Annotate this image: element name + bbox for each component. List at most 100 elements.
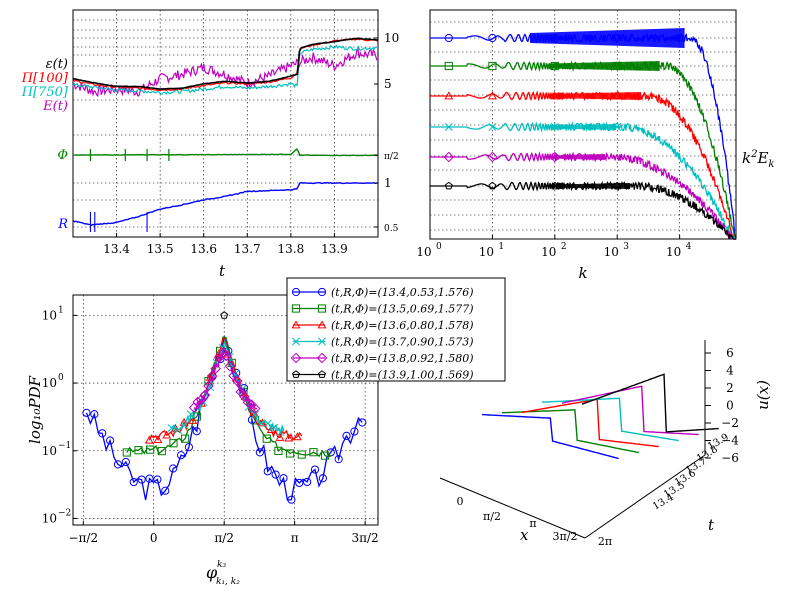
spectrum-xtick-exponent: 1 (498, 242, 504, 252)
pdf-marker (210, 363, 221, 374)
pdf-marker (181, 434, 190, 443)
pdf-ytick-label: 10 (42, 376, 57, 390)
pdf-marker (292, 432, 302, 441)
pdf-marker (90, 410, 99, 419)
legend-label: (t,R,Φ)=(13.4,0.53,1.576) (331, 286, 474, 299)
pdf-marker (145, 474, 154, 483)
u-profile-line (481, 413, 619, 460)
pdf-marker (98, 429, 107, 438)
pdf-marker (270, 423, 279, 432)
time-series-right-ticks: 10 5 π/2 1 0.5 (374, 31, 399, 234)
pdf-xtick-label: −π/2 (68, 531, 98, 545)
x-tick-label: 0 (457, 495, 464, 508)
spectrum-axes (429, 9, 737, 240)
z-tick-label: −4 (721, 434, 739, 448)
spectrum-xtick-label: 10 (416, 245, 431, 259)
pdf-ytick-label: 10 (42, 308, 57, 322)
pdf-grid (73, 295, 378, 525)
time-series-legend-label: E(t) (42, 99, 68, 114)
spectrum-series-line (430, 60, 736, 240)
pdf-marker (220, 311, 229, 319)
pdf-marker (287, 495, 296, 504)
spectrum-series-line (430, 180, 736, 240)
spectrum-marker (549, 151, 561, 163)
spectrum-band (529, 28, 685, 48)
spectrum-marker (613, 61, 622, 71)
pdf-marker (188, 415, 198, 424)
time-series-legend-label: R (57, 217, 68, 232)
pdf-marker (199, 389, 211, 401)
pdf-marker (134, 446, 143, 455)
legend-marker (316, 352, 328, 364)
time-series-xtick-label: 13.9 (321, 242, 348, 256)
legend-marker (292, 370, 300, 378)
pdf-marker (255, 448, 264, 457)
time-series-xlabel: t (219, 262, 226, 280)
time-series-legend-label: Φ (57, 148, 68, 163)
u-profile-line (561, 385, 699, 436)
legend-marker (318, 337, 326, 346)
pdf-marker (309, 448, 318, 457)
pdf-marker (342, 431, 351, 440)
u-profiles-lines (481, 373, 719, 460)
spectrum-xtick-exponent: 0 (436, 242, 442, 252)
spectrum-marker (443, 151, 455, 163)
time-series-xtick-label: 13.8 (277, 242, 304, 256)
pdf-marker (358, 418, 367, 427)
x-tick-label: 2π (598, 535, 612, 548)
legend-marker (291, 304, 301, 313)
pdf-marker (257, 419, 266, 428)
spectrum-marker (613, 181, 622, 190)
pdf-marker (334, 455, 343, 464)
epsilon-series-line (72, 37, 379, 90)
pdf-marker (249, 403, 261, 414)
legend-marker (317, 320, 327, 329)
pdf-marker (105, 436, 115, 445)
pdf-marker (121, 457, 130, 467)
legend-marker (317, 287, 327, 297)
spectrum-band (548, 61, 660, 71)
u-profiles-axes (439, 340, 706, 539)
pdf-marker (161, 486, 170, 495)
spectrum-marker (550, 181, 559, 190)
pdf-marker (192, 396, 203, 408)
pdf-marker (263, 419, 272, 428)
pdf-marker (146, 445, 155, 454)
spectrum-marker (487, 151, 498, 163)
legend-label: (t,R,Φ)=(13.5,0.69,1.577) (331, 303, 474, 316)
spectrum-marker (444, 33, 453, 43)
spectrum-band (548, 124, 617, 130)
u-profiles-zlabel: u(x) (754, 380, 772, 410)
time-series-right-tick-label: 1 (384, 176, 392, 190)
z-tick-label: −2 (721, 416, 739, 430)
pdf-ytick-exponent: 0 (58, 373, 64, 383)
pdf-marker (274, 446, 283, 455)
spectrum-marker (444, 91, 454, 100)
pdf-marker (262, 434, 271, 443)
spectrum-xticks: 10 0 10 1 10 2 10 3 10 4 (416, 242, 691, 259)
r-series-line (72, 181, 378, 227)
pdf-xticks: −π/2 0 π/2 π 3π/2 (68, 531, 378, 545)
legend-label: (t,R,Φ)=(13.8,0.92,1.580) (331, 352, 474, 365)
pdf-marker (297, 450, 306, 459)
pdf-marker (231, 375, 243, 387)
pdf-series-line (171, 339, 285, 435)
spectrum-band (548, 154, 606, 160)
spectrum-marker (444, 123, 453, 131)
time-series-grid (73, 10, 378, 237)
spectrum-marker (612, 91, 622, 100)
z-tick-label: 6 (726, 346, 734, 360)
spectrum-marker (550, 123, 559, 131)
pdf-marker (320, 451, 330, 460)
pdf-marker (167, 424, 176, 433)
z-tick-label: 0 (726, 399, 734, 413)
time-series-xtick-label: 13.4 (103, 242, 130, 256)
spectrum-xtick-label: 10 (666, 245, 681, 259)
pdf-marker (350, 427, 359, 436)
pdf-marker (137, 475, 146, 484)
time-series-right-tick-label: 0.5 (384, 224, 399, 234)
pdf-marker (180, 421, 189, 430)
spectrum-xlabel: k (578, 264, 587, 282)
spectrum-xtick-label: 10 (479, 245, 494, 259)
